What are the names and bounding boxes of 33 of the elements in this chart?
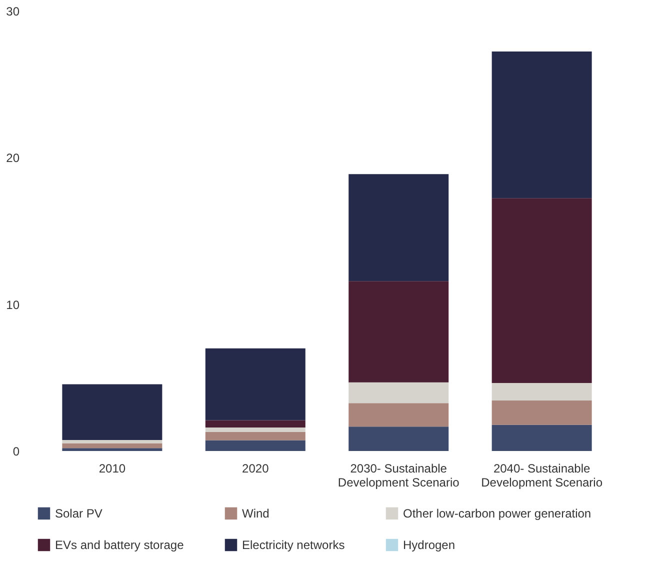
legend-label: Other low-carbon power generation: [403, 506, 592, 520]
y-tick-label: 0: [12, 444, 20, 458]
x-tick-label: 2030- Sustainable Development Scenario: [338, 462, 460, 490]
bar: [62, 448, 162, 451]
bar: [492, 382, 592, 401]
bar: [205, 432, 306, 440]
bar: [348, 426, 449, 451]
bar: [492, 198, 592, 383]
bar: [348, 382, 449, 404]
legend-label: Solar PV: [55, 506, 102, 520]
bar: [205, 440, 306, 451]
bar: [492, 424, 592, 451]
x-tick-label: 2040- Sustainable Development Scenario: [481, 462, 603, 490]
legend-label: Electricity networks: [242, 538, 345, 552]
bar: [62, 443, 162, 448]
x-tick-label: 2020: [242, 462, 270, 476]
legend-label: EVs and battery storage: [55, 538, 184, 552]
bar: [205, 420, 306, 428]
bar: [348, 281, 449, 382]
bar: [492, 400, 592, 425]
y-tick-label: 20: [6, 151, 20, 166]
legend-label: Wind: [242, 506, 270, 520]
bar: [348, 174, 449, 282]
y-tick-label: 10: [6, 298, 20, 312]
bar: [492, 51, 592, 198]
bar: [348, 403, 449, 427]
bar: [62, 440, 162, 444]
bar: [62, 384, 162, 440]
bar: [205, 348, 306, 420]
y-tick-label: 30: [6, 4, 20, 18]
x-tick-label: 2010: [98, 462, 126, 476]
bar: [205, 428, 306, 432]
legend-label: Hydrogen: [403, 538, 456, 552]
